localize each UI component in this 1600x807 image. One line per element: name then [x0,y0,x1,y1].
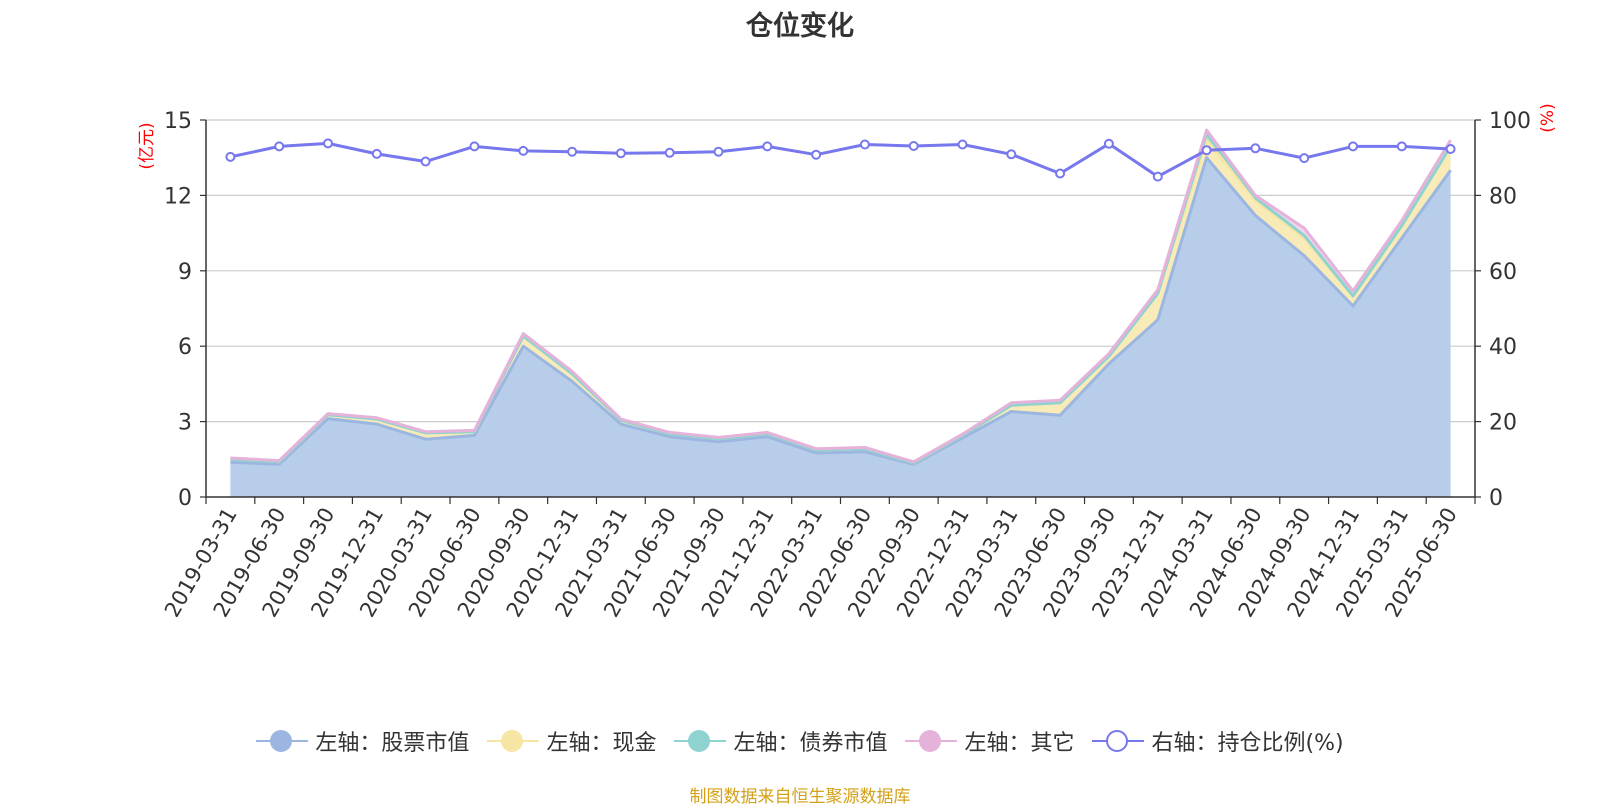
ratio-point [1250,143,1261,154]
ratio-point [1348,141,1358,152]
left-tick-label: 9 [178,260,192,285]
ratio-line [230,141,1451,179]
legend-symbol-icon [487,729,540,753]
ratio-point [323,138,333,149]
ratio-point [1103,138,1114,149]
right-tick-label: 0 [1489,486,1503,511]
stock-line [230,156,1452,466]
chart-title: 仓位变化 [746,11,854,42]
left-axis-name: (亿元) [137,122,157,169]
right-tick-label: 20 [1489,411,1517,436]
ratio-point [664,147,675,158]
ratio-point [615,148,626,159]
right-tick-label: 40 [1489,335,1517,360]
legend-symbol-icon [256,729,309,753]
ratio-point [371,148,382,159]
legend-label: 左轴：现金 [546,731,657,756]
ratio-point [225,151,236,162]
legend-item-bond[interactable]: 左轴：债券市值 [674,725,887,757]
ratio-point [518,145,529,156]
right-tick-label: 80 [1489,184,1517,209]
chart-legend: 左轴：股票市值 左轴：现金 左轴：债券市值 左轴：其它 右轴：持仓比例(%) [0,725,1600,759]
left-tick-label: 3 [178,411,192,436]
data-source-note: 制图数据来自恒生聚源数据库 [689,787,911,807]
right-tick-label: 100 [1489,109,1531,134]
legend-item-cash[interactable]: 左轴：现金 [487,725,656,757]
ratio-point [957,139,968,150]
stock-area [230,157,1451,497]
ratio-point [1396,141,1407,152]
ratio-point [420,156,431,167]
ratio-point [1055,168,1066,179]
ratio-point [908,141,919,151]
ratio-point [713,146,724,157]
legend-item-other[interactable]: 左轴：其它 [905,725,1074,757]
legend-symbol-icon [905,729,958,753]
ratio-point [1445,144,1456,154]
ratio-point [1152,171,1163,182]
legend-label: 左轴：债券市值 [733,731,888,756]
ratio-point [1006,149,1017,160]
ratio-point [567,146,578,157]
left-tick-label: 6 [178,335,192,360]
other-line [230,128,1452,464]
ratio-point [274,141,285,152]
legend-symbol-icon [1092,729,1145,753]
legend-symbol-icon [674,729,727,753]
legend-label: 左轴：股票市值 [315,731,470,756]
legend-item-stock[interactable]: 左轴：股票市值 [256,725,469,757]
ratio-point [859,139,870,150]
left-tick-label: 0 [178,486,192,511]
right-axis-name: (%) [1538,103,1558,132]
left-tick-label: 15 [164,109,192,134]
ratio-point [1299,153,1310,164]
ratio-point [469,141,480,152]
ratio-point [811,149,822,160]
legend-label: 左轴：其它 [964,731,1075,756]
left-tick-label: 12 [164,184,192,209]
ratio-point [1201,145,1212,156]
legend-item-ratio[interactable]: 右轴：持仓比例(%) [1092,725,1344,757]
right-tick-label: 60 [1489,260,1517,285]
legend-label: 右轴：持仓比例(%) [1151,731,1344,756]
ratio-point [762,141,773,152]
